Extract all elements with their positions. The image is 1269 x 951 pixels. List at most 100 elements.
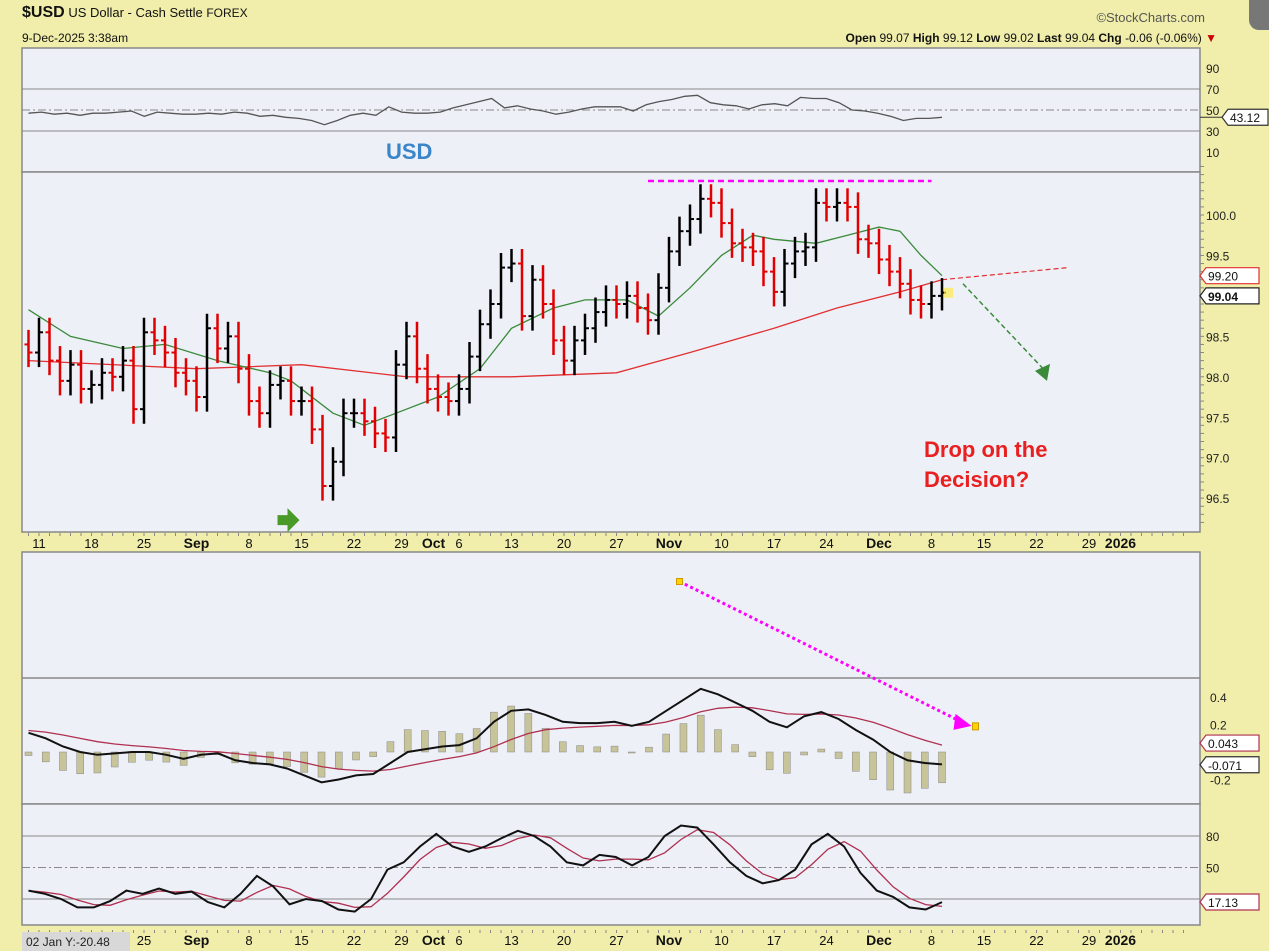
drop-annotation-line1: Drop on the xyxy=(924,437,1047,462)
ma50-line xyxy=(28,279,943,378)
x-axis-label-bottom: Sep xyxy=(184,932,210,948)
x-axis-label-top: 11 xyxy=(32,536,46,551)
macd-histogram-bar xyxy=(93,751,102,774)
x-axis-label-top: 2026 xyxy=(1105,535,1136,551)
x-axis-label-bottom: 20 xyxy=(557,933,571,948)
x-axis-label-top: 25 xyxy=(137,536,151,551)
x-axis-label-bottom: 25 xyxy=(137,933,151,948)
macd-histogram-bar xyxy=(731,744,739,753)
x-axis-label-top: 29 xyxy=(1082,536,1096,551)
last-label: Last xyxy=(1036,31,1062,45)
rsi-last-tag-box xyxy=(1221,108,1269,126)
macd-last-tag-box xyxy=(1199,756,1260,774)
last-value: 99.04 xyxy=(1065,31,1096,45)
stoch-last-tag: 17.13 xyxy=(1208,896,1238,910)
price-last-tag: 99.04 xyxy=(1208,290,1238,304)
chg-value: -0.06 (-0.06%) xyxy=(1125,31,1202,45)
macd-histogram-bar xyxy=(628,751,636,754)
brand: ©StockCharts.com xyxy=(1096,10,1205,25)
exchange: FOREX xyxy=(206,6,248,20)
x-axis-label-top: 15 xyxy=(977,536,991,551)
macd-histogram-bar xyxy=(817,748,826,753)
macd-histogram-bar xyxy=(352,751,360,761)
macd-tick-label: -0.2 xyxy=(1210,774,1231,788)
low-value: 99.02 xyxy=(1003,31,1034,45)
x-axis-label-bottom: 10 xyxy=(714,933,728,948)
x-axis-label-top: 20 xyxy=(557,536,571,551)
anchor-handle xyxy=(972,722,979,731)
ma-tag-box xyxy=(1199,267,1260,285)
macd-histogram-bar xyxy=(24,751,33,756)
x-axis-label-top: 18 xyxy=(84,536,98,551)
rsi-line xyxy=(28,94,943,126)
macd-histogram-bar xyxy=(696,714,705,753)
macd-last-tag: -0.071 xyxy=(1208,759,1242,773)
price-tick-label: 100.0 xyxy=(1206,209,1236,223)
open-label: Open xyxy=(845,31,877,45)
macd-histogram-bar xyxy=(645,746,653,753)
x-axis-label-bottom: 22 xyxy=(1029,933,1043,948)
price-tick-label: 97.0 xyxy=(1206,452,1230,466)
price-tick-label: 97.5 xyxy=(1206,411,1230,425)
x-axis-label-bottom: 27 xyxy=(609,933,623,948)
macd-histogram-bar xyxy=(403,729,412,753)
macd-histogram-bar xyxy=(748,751,757,757)
macd-tick-label: 0.4 xyxy=(1210,691,1227,705)
window-scroll-handle[interactable] xyxy=(1249,0,1269,30)
price-tick-label: 96.5 xyxy=(1206,492,1230,506)
x-axis-label-bottom: 29 xyxy=(1082,933,1096,948)
arrow-right-icon xyxy=(277,508,300,533)
x-axis-label-bottom: 8 xyxy=(245,933,252,948)
last-bar-highlight xyxy=(944,287,953,298)
macd-histogram-bar xyxy=(559,741,567,753)
chg-label: Chg xyxy=(1098,31,1122,45)
macd-histogram-bar xyxy=(610,745,619,753)
price-tick-label: 98.0 xyxy=(1206,371,1230,385)
stoch-tick-label: 50 xyxy=(1206,862,1220,876)
timestamp: 9-Dec-2025 3:38am xyxy=(22,31,129,45)
x-axis-label-top: 10 xyxy=(714,536,728,551)
macd-histogram-bar xyxy=(110,751,119,768)
instrument-name: US Dollar - Cash Settle xyxy=(68,5,203,20)
macd-histogram-bar xyxy=(886,751,895,791)
macd-histogram-bar xyxy=(490,711,498,753)
x-axis-label-top: 22 xyxy=(1029,536,1043,551)
high-value: 99.12 xyxy=(942,31,973,45)
stoch-k-line xyxy=(28,824,943,913)
macd-histogram-bar xyxy=(76,751,84,775)
cursor-readout-box xyxy=(22,932,130,951)
price-tick-label: 98.5 xyxy=(1206,330,1230,344)
arrow-right-icon xyxy=(953,713,972,730)
stoch-last-tag-box xyxy=(1199,893,1260,911)
macd-histogram-bar xyxy=(317,751,326,778)
x-axis-label-bottom: 24 xyxy=(819,933,833,948)
x-axis-label-bottom: 13 xyxy=(504,933,518,948)
macd-histogram-bar xyxy=(162,751,171,763)
macd-histogram-bar xyxy=(59,751,67,771)
x-axis-label-bottom: Oct xyxy=(422,932,446,948)
price-last-tag-box xyxy=(1199,287,1260,305)
macd-histogram-bar xyxy=(231,751,240,764)
rsi-tick-label: 90 xyxy=(1206,62,1220,76)
x-axis-label-top: 15 xyxy=(294,536,308,551)
x-axis-label-top: 8 xyxy=(245,536,252,551)
anchor-handle xyxy=(676,578,683,585)
macd-histogram-bar xyxy=(938,751,946,784)
x-axis-label-top: Oct xyxy=(422,535,446,551)
macd-histogram-bar xyxy=(921,751,929,789)
macd-histogram-bar xyxy=(128,751,136,763)
macd-histogram-bar xyxy=(800,751,808,756)
usd-annotation: USD xyxy=(386,139,432,164)
macd-histogram-bar xyxy=(421,730,429,753)
cursor-readout: 02 Jan Y:-20.48 xyxy=(26,935,110,949)
macd-histogram-bar xyxy=(386,741,395,753)
macd-line xyxy=(28,687,943,784)
x-axis-label-top: 8 xyxy=(928,536,935,551)
x-axis-label-bottom: 15 xyxy=(294,933,308,948)
macd-signal-tag: 0.043 xyxy=(1208,737,1238,751)
rsi-tick-label: 30 xyxy=(1206,125,1220,139)
macd-histogram-bar xyxy=(834,751,843,759)
rsi-last-tag: 43.12 xyxy=(1230,111,1260,125)
macd-signal-line xyxy=(28,706,943,772)
